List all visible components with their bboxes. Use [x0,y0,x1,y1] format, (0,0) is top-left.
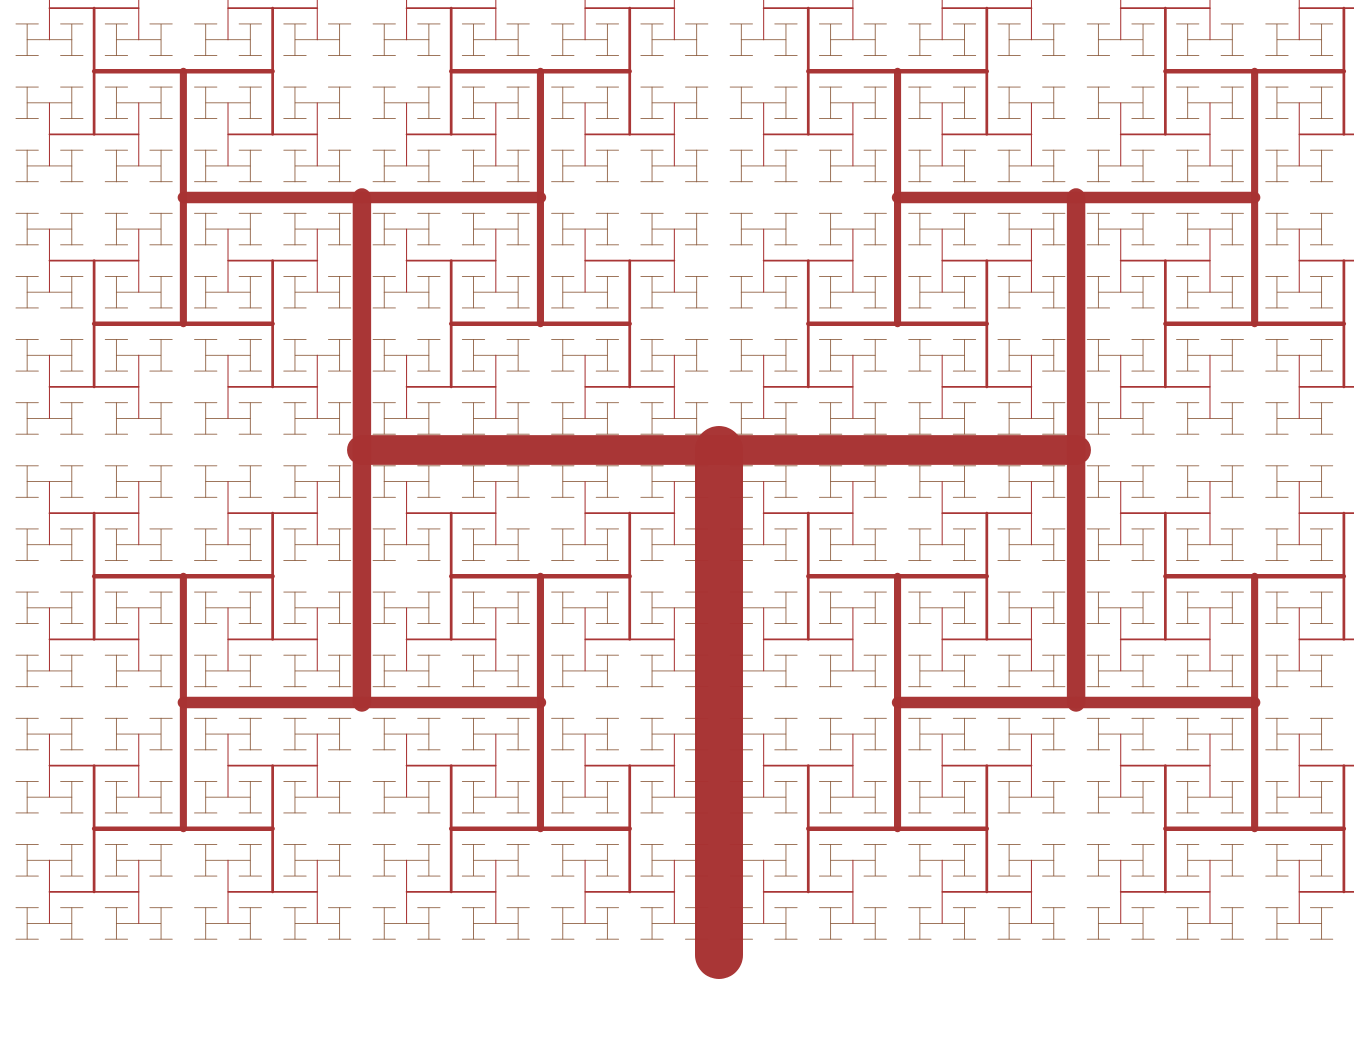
fractal-branches [15,0,1354,979]
